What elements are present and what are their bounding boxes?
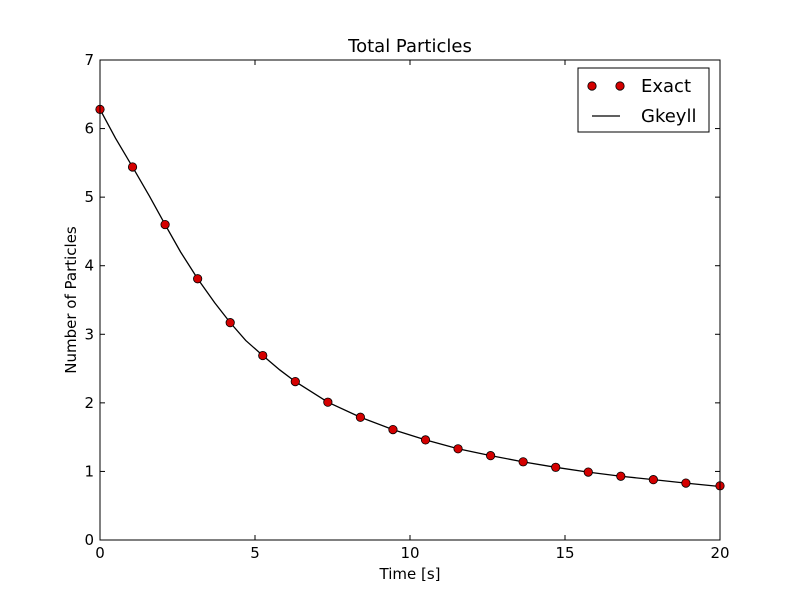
plot-area: 0 5 10 15 20 0 1 2 3 4 5 6 7 [84, 51, 729, 562]
data-point-exact [681, 478, 691, 488]
legend: Exact Gkeyll [577, 67, 710, 133]
y-tick-label: 1 [84, 462, 94, 480]
data-point-exact [160, 219, 170, 230]
y-tick-label: 0 [84, 531, 94, 549]
y-tick-label: 4 [84, 257, 94, 275]
x-tick-label: 20 [710, 544, 729, 562]
data-point-exact [355, 412, 365, 422]
chart-title: Total Particles [347, 36, 472, 57]
data-point-exact [453, 444, 463, 454]
y-tick-label: 3 [84, 325, 94, 343]
y-tick-label: 2 [84, 394, 94, 412]
data-point-exact [193, 274, 203, 284]
legend-label-exact: Exact [641, 76, 691, 97]
x-tick-label: 15 [555, 544, 574, 562]
data-point-exact [648, 475, 658, 485]
data-point-exact [485, 451, 496, 461]
data-point-exact [616, 471, 626, 481]
legend-marker-exact [587, 81, 597, 91]
legend-box [577, 67, 710, 133]
data-point-exact [225, 318, 235, 328]
data-point-exact [551, 462, 561, 472]
x-axis-label: Time [s] [379, 565, 441, 583]
data-point-exact [518, 457, 528, 467]
y-axis-label: Number of Particles [62, 226, 80, 374]
data-point-exact [420, 435, 431, 445]
x-tick-label: 0 [95, 544, 105, 562]
data-point-exact [323, 397, 333, 407]
x-tick-label: 10 [400, 544, 419, 562]
x-tick-label: 5 [250, 544, 260, 562]
legend-label-gkeyll: Gkeyll [641, 106, 696, 127]
y-tick-label: 5 [84, 188, 94, 206]
data-point-exact [583, 467, 593, 477]
legend-marker-exact [615, 81, 625, 91]
series-line-gkeyll [99, 109, 721, 488]
data-point-exact [258, 350, 268, 361]
data-point-exact [388, 424, 398, 435]
y-tick-label: 7 [84, 51, 94, 69]
data-point-exact [127, 162, 138, 172]
data-point-exact [290, 376, 300, 387]
y-tick-label: 6 [84, 120, 94, 138]
